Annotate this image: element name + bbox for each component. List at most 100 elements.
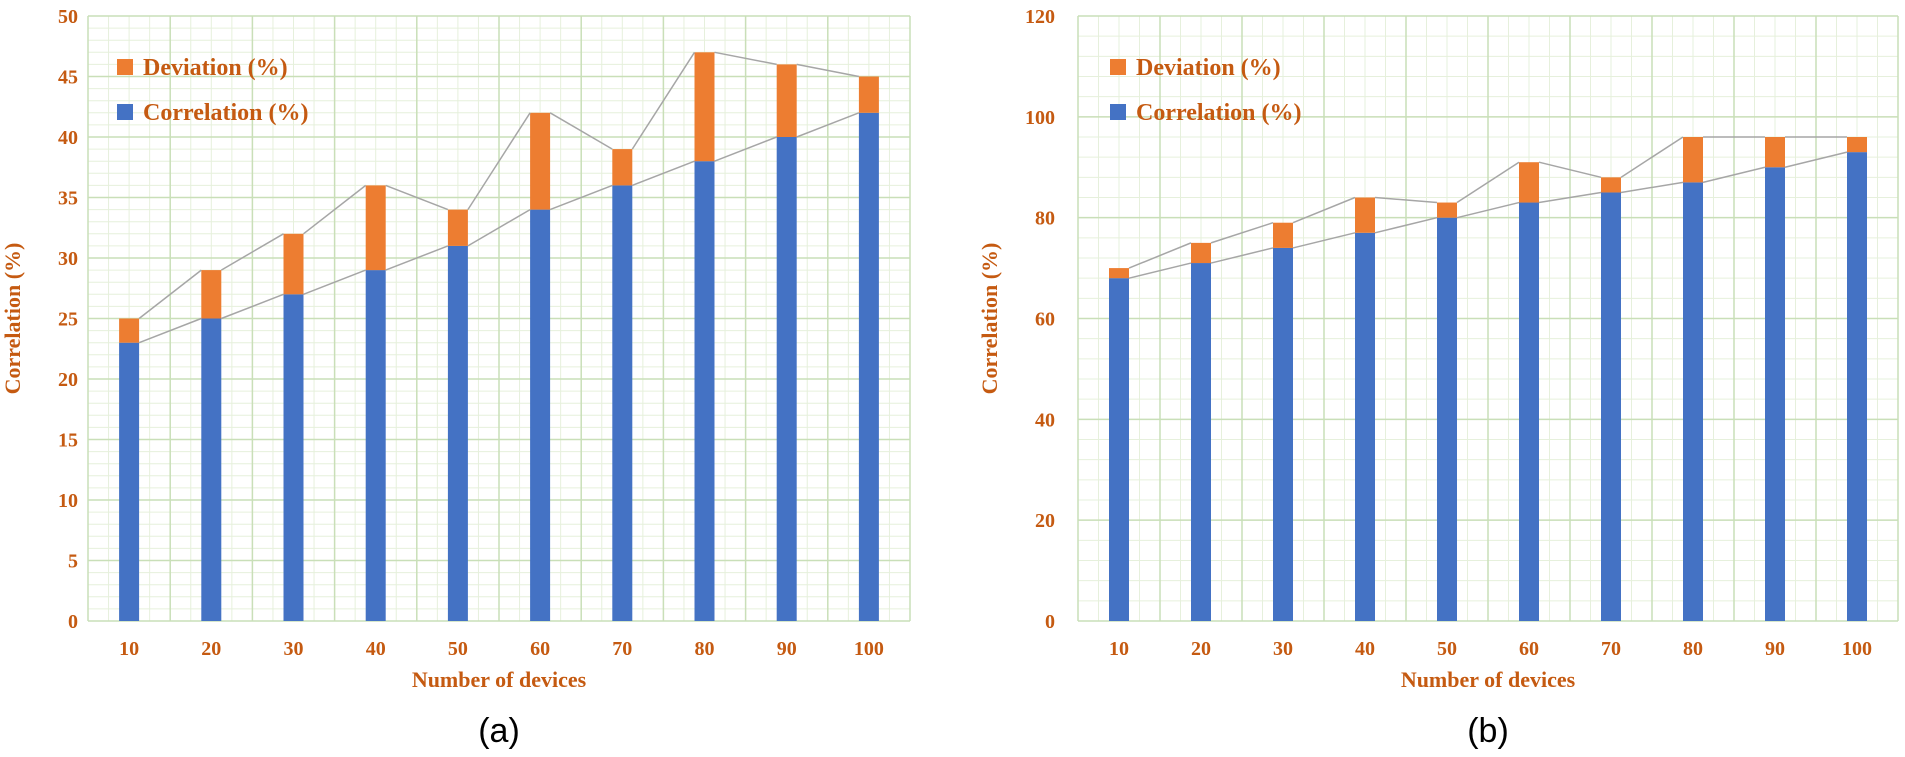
bar-correlation [1601, 192, 1621, 622]
y-tick-label: 80 [1035, 208, 1055, 230]
x-axis-title: Number of devices [412, 667, 587, 692]
legend-label-correlation: Correlation (%) [143, 100, 309, 126]
x-tick-label: 50 [448, 638, 468, 660]
bar-correlation [1273, 247, 1293, 621]
bar-correlation [1519, 202, 1539, 621]
bar-correlation [694, 161, 715, 621]
y-tick-label: 20 [58, 369, 78, 391]
bar-correlation [612, 185, 633, 621]
series-line-deviation [1456, 161, 1520, 204]
chart-panel-b: 0 20 40 60 80 100 120 10 20 30 40 50 60 70 80 90 100 Numb… [977, 6, 1899, 692]
x-tick-label: 90 [777, 638, 797, 660]
bar-correlation [858, 112, 879, 622]
y-tick-label: 0 [68, 611, 78, 633]
bar-correlation [119, 342, 140, 621]
bar-deviation [119, 318, 140, 343]
bar-deviation [530, 112, 551, 210]
series-line-correlation [1784, 151, 1848, 168]
x-tick-label: 20 [1191, 638, 1211, 660]
series-line-correlation [1702, 166, 1766, 184]
bar-deviation [694, 52, 715, 162]
series-line-deviation [1538, 161, 1602, 179]
series-line-correlation [138, 317, 202, 344]
series-line-deviation [1210, 221, 1274, 244]
y-tick-label: 35 [58, 188, 78, 210]
legend-swatch-deviation [117, 59, 133, 75]
bar-deviation [447, 209, 468, 246]
series-line-correlation [221, 293, 284, 320]
y-tick-label: 60 [1035, 309, 1055, 331]
series-line-deviation [303, 184, 367, 235]
series-line-correlation [796, 112, 860, 138]
bar-deviation [365, 185, 386, 271]
bar-correlation [201, 318, 222, 621]
y-axis-title: Correlation (%) [977, 243, 1002, 395]
panel-label: (b) [1467, 712, 1509, 750]
series-line-deviation [220, 233, 284, 271]
series-line-deviation [1620, 136, 1684, 178]
series-line-correlation [467, 208, 531, 247]
bar-deviation [1273, 222, 1293, 248]
bar-correlation [1355, 232, 1375, 621]
y-tick-label: 45 [58, 67, 78, 89]
bar-deviation [1109, 268, 1129, 279]
bar-correlation [447, 245, 468, 621]
legend-label-correlation: Correlation (%) [1136, 100, 1302, 126]
legend-label-deviation: Deviation (%) [1136, 55, 1281, 81]
series-line-correlation [303, 269, 366, 295]
series-line-correlation [1128, 262, 1192, 279]
x-tick-label: 10 [1109, 638, 1129, 660]
x-tick-label: 30 [1273, 638, 1293, 660]
legend-swatch-deviation [1110, 59, 1126, 75]
series-line-deviation [796, 63, 860, 78]
y-tick-label: 120 [1025, 6, 1055, 28]
series-line-deviation [631, 51, 696, 150]
x-tick-label: 10 [119, 638, 139, 660]
bar-deviation [1355, 197, 1375, 233]
bar-deviation [1683, 137, 1703, 183]
bar-deviation [1437, 202, 1457, 218]
bar-correlation [283, 294, 304, 621]
series-line-correlation [1456, 201, 1520, 219]
bar-deviation [1847, 137, 1867, 153]
series-line-correlation [1292, 232, 1356, 249]
bar-correlation [1847, 152, 1867, 621]
legend: Deviation (%) Correlation (%) [1110, 55, 1302, 126]
series-line-correlation [714, 136, 777, 162]
y-tick-label: 15 [58, 430, 78, 452]
x-tick-label: 20 [201, 638, 221, 660]
bar-deviation [1601, 177, 1621, 193]
series-line-deviation [1128, 242, 1192, 269]
y-tick-label: 30 [58, 248, 78, 270]
panel-label: (a) [478, 712, 520, 750]
series-line-correlation [1210, 247, 1274, 264]
x-tick-label: 30 [284, 638, 304, 660]
bar-deviation [1519, 162, 1539, 203]
x-tick-label: 60 [1519, 638, 1539, 660]
y-tick-label: 50 [58, 6, 78, 28]
x-tick-label: 50 [1437, 638, 1457, 660]
y-tick-label: 10 [58, 490, 78, 512]
series-line-correlation [1374, 216, 1438, 234]
x-axis-title: Number of devices [1401, 667, 1576, 692]
series-line-deviation [549, 112, 613, 150]
x-tick-label: 40 [366, 638, 386, 660]
legend-swatch-correlation [117, 104, 133, 120]
x-tick-label: 80 [695, 638, 715, 660]
series-line-deviation [1292, 196, 1356, 224]
bar-deviation [283, 233, 304, 295]
bar-deviation [201, 270, 222, 319]
series-line-correlation [549, 184, 613, 211]
x-tick-label: 70 [612, 638, 632, 660]
x-tick-label: 60 [530, 638, 550, 660]
x-tick-label: 80 [1683, 638, 1703, 660]
bar-deviation [1765, 137, 1785, 168]
series-line-deviation [1374, 196, 1438, 204]
bar-deviation [1191, 242, 1211, 264]
series-line-correlation [632, 160, 695, 187]
bar-correlation [776, 137, 797, 621]
bar-correlation [1765, 167, 1785, 621]
series-line-deviation [467, 112, 531, 211]
series-line-correlation [1620, 181, 1684, 194]
bar-correlation [1683, 182, 1703, 621]
